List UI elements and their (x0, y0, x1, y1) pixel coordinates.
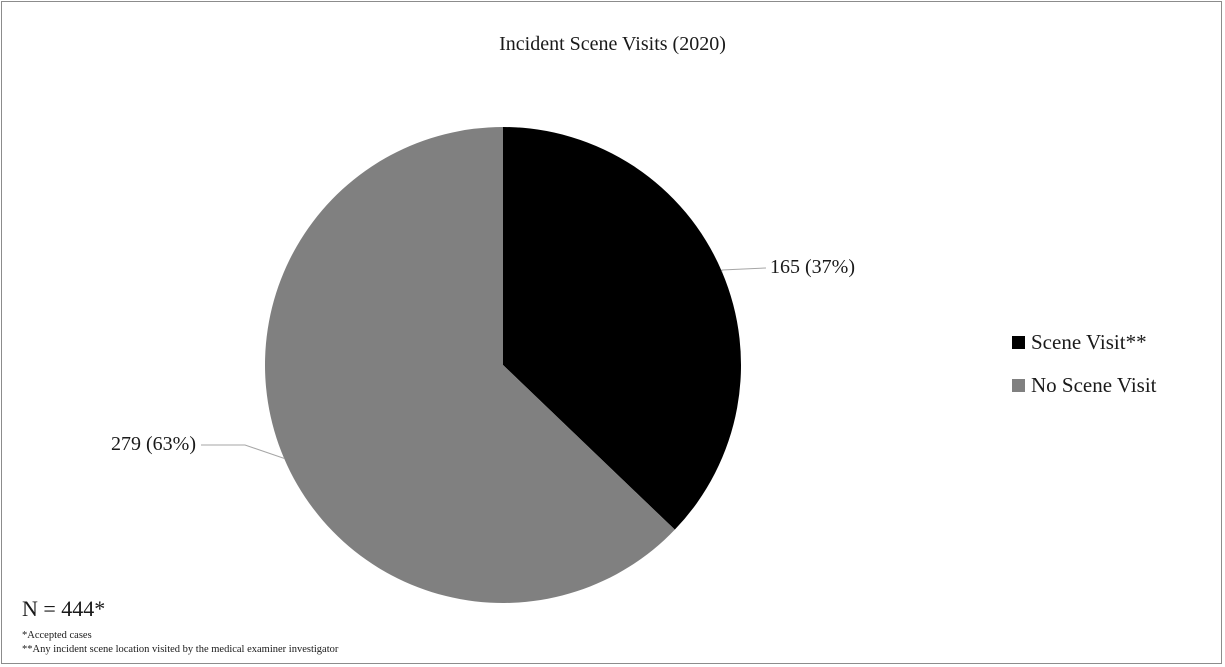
leader-line-no-scene-visit (201, 444, 285, 459)
legend-label-scene-visit: Scene Visit** (1031, 329, 1147, 354)
accepted-cases-note: *Accepted cases (22, 630, 92, 641)
data-label-no-scene-visit: 279 (63%) (111, 433, 196, 455)
chart-legend: Scene Visit** No Scene Visit (1012, 330, 1157, 416)
legend-item-no-scene-visit: No Scene Visit (1012, 373, 1157, 397)
leader-line-scene-visit (721, 267, 767, 272)
data-label-scene-visit: 165 (37%) (770, 256, 855, 278)
legend-swatch-scene-visit (1012, 335, 1025, 349)
legend-item-scene-visit: Scene Visit** (1012, 330, 1157, 354)
scene-visit-definition-note: **Any incident scene location visited by… (22, 644, 339, 655)
pie-slice-no-scene-visit (265, 127, 675, 603)
sample-size-note: N = 444* (22, 596, 106, 621)
legend-label-no-scene-visit: No Scene Visit (1031, 372, 1157, 397)
pie-slice-scene-visit (503, 127, 742, 530)
legend-swatch-no-scene-visit (1012, 378, 1025, 392)
chart-title: Incident Scene Visits (2020) (499, 33, 726, 55)
